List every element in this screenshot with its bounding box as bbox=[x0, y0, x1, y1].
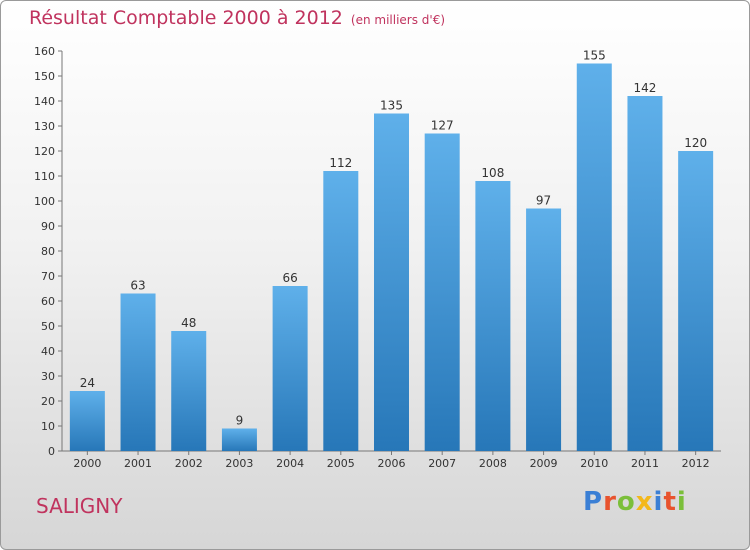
y-tick-label: 140 bbox=[34, 95, 55, 108]
bar-value-label: 97 bbox=[536, 194, 551, 208]
bar-2009 bbox=[526, 208, 562, 451]
bar-value-label: 24 bbox=[80, 376, 95, 390]
bar-value-label: 108 bbox=[481, 166, 504, 180]
y-tick-label: 90 bbox=[41, 220, 55, 233]
y-tick-label: 60 bbox=[41, 295, 55, 308]
bar-2006 bbox=[374, 113, 409, 451]
y-tick-label: 70 bbox=[41, 270, 55, 283]
x-tick-label: 2009 bbox=[530, 457, 558, 470]
bar-2002 bbox=[171, 331, 207, 451]
logo-letter: o bbox=[616, 487, 636, 517]
y-tick-label: 100 bbox=[34, 195, 55, 208]
y-tick-label: 20 bbox=[41, 395, 55, 408]
logo-letter: i bbox=[676, 487, 687, 517]
y-tick-label: 10 bbox=[41, 420, 55, 433]
y-tick-label: 50 bbox=[41, 320, 55, 333]
bar-value-label: 142 bbox=[634, 81, 657, 95]
chart-title: Résultat Comptable 2000 à 2012 (en millie… bbox=[29, 7, 445, 29]
x-tick-label: 2008 bbox=[479, 457, 507, 470]
bar-value-label: 112 bbox=[329, 156, 352, 170]
commune-name: SALIGNY bbox=[36, 494, 123, 518]
logo-letter: t bbox=[663, 487, 677, 517]
bar-2005 bbox=[323, 171, 359, 451]
bar-2010 bbox=[576, 63, 612, 451]
x-tick-label: 2003 bbox=[225, 457, 253, 470]
x-tick-label: 2000 bbox=[73, 457, 101, 470]
y-tick-label: 130 bbox=[34, 120, 55, 133]
bar-2007 bbox=[424, 133, 460, 451]
logo-letter: i bbox=[653, 487, 664, 517]
x-tick-label: 2004 bbox=[276, 457, 304, 470]
y-tick-label: 80 bbox=[41, 245, 55, 258]
x-tick-label: 2010 bbox=[580, 457, 608, 470]
y-tick-label: 150 bbox=[34, 70, 55, 83]
bar-value-label: 120 bbox=[684, 136, 707, 150]
x-tick-label: 2001 bbox=[124, 457, 152, 470]
x-tick-label: 2002 bbox=[175, 457, 203, 470]
chart-unit: (en milliers d'€) bbox=[350, 13, 446, 27]
bar-2008 bbox=[475, 181, 511, 451]
logo-letter: P bbox=[583, 487, 604, 517]
bar-value-label: 66 bbox=[282, 271, 297, 285]
bar-2004 bbox=[272, 286, 308, 451]
bar-value-label: 9 bbox=[236, 414, 244, 428]
bar-2003 bbox=[221, 428, 257, 451]
bar-2001 bbox=[120, 293, 156, 451]
bar-value-label: 63 bbox=[130, 279, 145, 293]
y-tick-label: 40 bbox=[41, 345, 55, 358]
bar-2011 bbox=[627, 96, 663, 451]
x-tick-label: 2005 bbox=[327, 457, 355, 470]
logo-letter: r bbox=[603, 487, 617, 517]
bar-2012 bbox=[678, 151, 714, 451]
bar-value-label: 135 bbox=[380, 99, 403, 113]
x-tick-label: 2006 bbox=[378, 457, 406, 470]
bars: 24 63 48 9 66 112 135 127 108 97 155 142 120 bbox=[69, 49, 714, 451]
y-tick-label: 0 bbox=[48, 445, 55, 458]
y-tick-label: 30 bbox=[41, 370, 55, 383]
y-tick-label: 110 bbox=[34, 170, 55, 183]
logo-letter: x bbox=[635, 487, 654, 517]
bar-value-label: 155 bbox=[583, 49, 606, 63]
x-tick-label: 2007 bbox=[428, 457, 456, 470]
bar-value-label: 127 bbox=[431, 119, 454, 133]
y-tick-label: 120 bbox=[34, 145, 55, 158]
x-tick-label: 2012 bbox=[682, 457, 710, 470]
y-tick-label: 160 bbox=[34, 45, 55, 58]
chart-title-text: Résultat Comptable 2000 à 2012 bbox=[29, 7, 343, 29]
x-tick-label: 2011 bbox=[631, 457, 659, 470]
proxiti-logo: Proxiti bbox=[583, 487, 687, 517]
bar-value-label: 48 bbox=[181, 316, 196, 330]
bar-2000 bbox=[69, 391, 105, 451]
bar-chart: 0 10 20 30 40 50 60 70 80 90 100 110 120 130 140 150 160… bbox=[34, 45, 721, 470]
